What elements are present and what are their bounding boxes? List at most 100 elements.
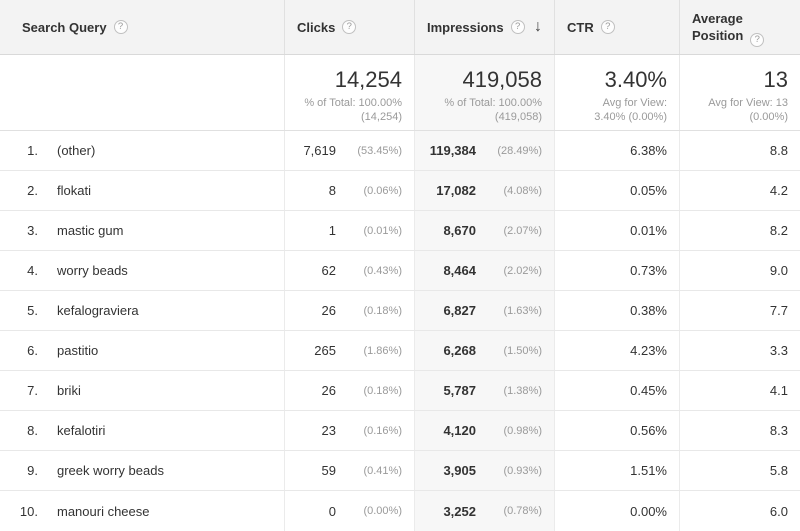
ctr-cell: 1.51% — [555, 451, 680, 490]
search-query-text: manouri cheese — [57, 503, 150, 519]
average-position-value: 9.0 — [769, 263, 788, 278]
column-header-search-query[interactable]: Search Query ? — [0, 0, 285, 54]
impressions-cell: 3,905 (0.93%) — [415, 451, 555, 490]
ctr-cell: 6.38% — [555, 131, 680, 170]
summary-ctr-subtext: Avg for View: — [602, 97, 667, 109]
table-row: 9. greek worry beads 59 (0.41%) 3,905 (0… — [0, 451, 800, 491]
row-rank: 5. — [27, 303, 38, 318]
search-query-cell: 8. kefalotiri — [0, 411, 285, 450]
clicks-value: 0 — [328, 503, 336, 519]
clicks-cell: 265 (1.86%) — [285, 331, 415, 370]
ctr-value: 0.05% — [630, 183, 667, 198]
average-position-value: 6.0 — [769, 503, 788, 519]
clicks-value: 26 — [321, 303, 336, 318]
table-row: 2. flokati 8 (0.06%) 17,082 (4.08%) 0.05… — [0, 171, 800, 211]
summary-clicks: 14,254 % of Total: 100.00% (14,254) — [285, 55, 415, 130]
column-header-impressions[interactable]: Impressions ? ↓ — [415, 0, 555, 54]
ctr-value: 1.51% — [630, 463, 667, 478]
clicks-cell: 8 (0.06%) — [285, 171, 415, 210]
row-rank: 6. — [27, 343, 38, 358]
average-position-value: 3.3 — [769, 343, 788, 358]
average-position-value: 5.8 — [769, 463, 788, 478]
impressions-cell: 8,670 (2.07%) — [415, 211, 555, 250]
impressions-cell: 3,252 (0.78%) — [415, 491, 555, 531]
ctr-value: 0.01% — [630, 223, 667, 238]
help-icon[interactable]: ? — [113, 20, 128, 34]
help-icon[interactable]: ? — [600, 20, 615, 34]
average-position-cell: 4.1 — [680, 371, 800, 410]
search-query-text: flokati — [57, 183, 91, 198]
average-position-cell: 8.8 — [680, 131, 800, 170]
search-query-text: mastic gum — [57, 223, 124, 238]
summary-impressions: 419,058 % of Total: 100.00% (419,058) — [415, 55, 555, 130]
average-position-cell: 9.0 — [680, 251, 800, 290]
clicks-value: 7,619 — [303, 143, 336, 158]
clicks-cell: 59 (0.41%) — [285, 451, 415, 490]
average-position-value: 4.1 — [769, 383, 788, 398]
impressions-percent: (2.02%) — [503, 264, 542, 277]
impressions-cell: 5,787 (1.38%) — [415, 371, 555, 410]
clicks-cell: 1 (0.01%) — [285, 211, 415, 250]
clicks-value: 23 — [321, 423, 336, 438]
search-query-cell: 6. pastitio — [0, 331, 285, 370]
impressions-percent: (0.78%) — [503, 505, 542, 517]
impressions-cell: 17,082 (4.08%) — [415, 171, 555, 210]
ctr-cell: 0.05% — [555, 171, 680, 210]
ctr-value: 0.00% — [630, 503, 667, 519]
table-row: 10. manouri cheese 0 (0.00%) 3,252 (0.78… — [0, 491, 800, 531]
summary-clicks-subtext: (14,254) — [361, 111, 402, 123]
impressions-value: 3,905 — [443, 463, 476, 478]
column-header-ctr[interactable]: CTR ? — [555, 0, 680, 54]
help-icon[interactable]: ? — [342, 20, 357, 34]
clicks-percent: (0.16%) — [363, 424, 402, 437]
ctr-value: 0.38% — [630, 303, 667, 318]
impressions-cell: 119,384 (28.49%) — [415, 131, 555, 170]
average-position-value: 8.3 — [769, 423, 788, 438]
help-icon[interactable]: ? — [510, 20, 525, 34]
row-rank: 2. — [27, 183, 38, 198]
ctr-cell: 0.73% — [555, 251, 680, 290]
summary-average-position-subtext: (0.00%) — [749, 111, 788, 123]
column-header-label: Impressions — [427, 19, 504, 35]
row-rank: 4. — [27, 263, 38, 278]
clicks-cell: 23 (0.16%) — [285, 411, 415, 450]
table-header-row: Search Query ? Clicks ? Impressions ? ↓ … — [0, 0, 800, 55]
average-position-cell: 3.3 — [680, 331, 800, 370]
search-query-text: greek worry beads — [57, 463, 164, 478]
sort-descending-icon: ↓ — [534, 18, 542, 35]
column-header-label: CTR — [567, 19, 594, 35]
search-query-cell: 10. manouri cheese — [0, 491, 285, 531]
column-header-average-position[interactable]: Average Position? — [680, 0, 800, 54]
row-rank: 7. — [27, 383, 38, 398]
impressions-percent: (0.98%) — [503, 424, 542, 437]
table-body: 1. (other) 7,619 (53.45%) 119,384 (28.49… — [0, 131, 800, 531]
table-row: 6. pastitio 265 (1.86%) 6,268 (1.50%) 4.… — [0, 331, 800, 371]
search-query-cell: 1. (other) — [0, 131, 285, 170]
ctr-cell: 4.23% — [555, 331, 680, 370]
ctr-value: 6.38% — [630, 143, 667, 158]
impressions-cell: 8,464 (2.02%) — [415, 251, 555, 290]
impressions-value: 4,120 — [443, 423, 476, 438]
search-query-text: briki — [57, 383, 81, 398]
summary-ctr: 3.40% Avg for View: 3.40% (0.00%) — [555, 55, 680, 130]
clicks-value: 1 — [328, 223, 336, 238]
impressions-value: 8,670 — [443, 223, 476, 238]
column-header-label: Search Query — [22, 19, 107, 35]
clicks-percent: (0.01%) — [363, 224, 402, 237]
row-rank: 9. — [27, 463, 38, 478]
table-summary-row: 14,254 % of Total: 100.00% (14,254) 419,… — [0, 55, 800, 131]
impressions-value: 6,827 — [443, 303, 476, 318]
impressions-value: 17,082 — [436, 183, 476, 198]
search-query-cell: 5. kefalograviera — [0, 291, 285, 330]
clicks-percent: (0.41%) — [363, 464, 402, 477]
help-icon[interactable]: ? — [750, 32, 765, 47]
search-query-text: kefalotiri — [57, 423, 106, 438]
ctr-value: 0.73% — [630, 263, 667, 278]
column-header-clicks[interactable]: Clicks ? — [285, 0, 415, 54]
impressions-value: 3,252 — [443, 503, 476, 519]
clicks-percent: (0.06%) — [363, 184, 402, 197]
ctr-cell: 0.56% — [555, 411, 680, 450]
ctr-cell: 0.01% — [555, 211, 680, 250]
search-query-cell: 4. worry beads — [0, 251, 285, 290]
impressions-percent: (0.93%) — [503, 464, 542, 477]
